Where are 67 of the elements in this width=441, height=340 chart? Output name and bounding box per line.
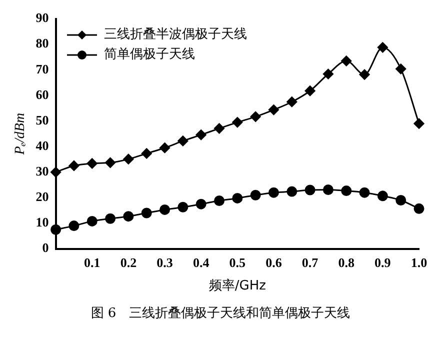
x-tick-label: 0.6 <box>266 254 282 270</box>
point <box>86 158 98 169</box>
x-tick-label: 0.5 <box>229 254 246 270</box>
point <box>396 64 406 74</box>
point <box>68 160 80 171</box>
point <box>214 123 224 134</box>
x-tick-label: 0.9 <box>374 254 392 270</box>
legend-label: 三线折叠半波偶极子天线 <box>104 26 247 44</box>
point <box>160 142 170 154</box>
point <box>178 202 188 212</box>
point <box>268 104 279 116</box>
point <box>160 204 170 215</box>
y-tick-label: 10 <box>36 214 49 230</box>
point <box>250 111 261 122</box>
point <box>196 130 206 140</box>
x-tick-label: 1.0 <box>410 254 428 270</box>
point <box>286 96 298 108</box>
point <box>359 187 370 198</box>
point <box>105 157 116 168</box>
x-tick-label: 0.4 <box>192 254 210 270</box>
point <box>322 68 334 80</box>
y-axis-title: Pₑ/dBm <box>13 112 28 156</box>
y-tick-label: 90 <box>36 10 49 26</box>
point <box>377 190 388 202</box>
y-tick-label: 80 <box>36 36 49 51</box>
point <box>86 216 98 226</box>
point <box>304 86 316 96</box>
point <box>232 117 243 128</box>
x-tick-label: 0.2 <box>120 254 137 270</box>
point <box>359 69 370 80</box>
caption: 图 6 三线折叠偶极子天线和简单偶极子天线 <box>90 305 352 322</box>
y-tick-label: 70 <box>36 61 49 76</box>
point <box>141 208 152 218</box>
point <box>322 184 334 196</box>
point <box>178 136 188 146</box>
point <box>232 192 243 204</box>
x-axis-title: 频率/GHz <box>208 278 266 294</box>
point <box>196 198 206 210</box>
y-tick-label: 50 <box>36 112 49 128</box>
y-tick-label: 40 <box>36 138 49 153</box>
legend-label: 简单偶极子天线 <box>104 46 195 64</box>
point <box>105 213 116 224</box>
point <box>50 166 62 178</box>
point <box>341 186 352 196</box>
y-tick-label: 60 <box>36 86 49 102</box>
point <box>396 194 406 206</box>
point <box>304 184 316 196</box>
point <box>214 196 224 206</box>
point <box>141 148 152 159</box>
x-tick-label: 0.1 <box>84 254 100 270</box>
x-tick-label: 0.7 <box>302 254 319 270</box>
point <box>414 118 424 129</box>
point <box>50 224 62 235</box>
y-tick-label: 0 <box>42 240 49 256</box>
x-tick-label: 0.8 <box>338 254 355 270</box>
y-tick-label: 30 <box>36 163 49 178</box>
y-tick-label: 20 <box>36 189 49 204</box>
point <box>250 190 261 200</box>
point <box>377 42 388 53</box>
point <box>123 211 134 222</box>
point <box>268 187 279 198</box>
x-tick-label: 0.3 <box>156 254 174 270</box>
point <box>414 203 424 214</box>
point <box>123 154 134 164</box>
point <box>341 56 352 66</box>
point <box>286 186 298 197</box>
point <box>68 220 80 232</box>
